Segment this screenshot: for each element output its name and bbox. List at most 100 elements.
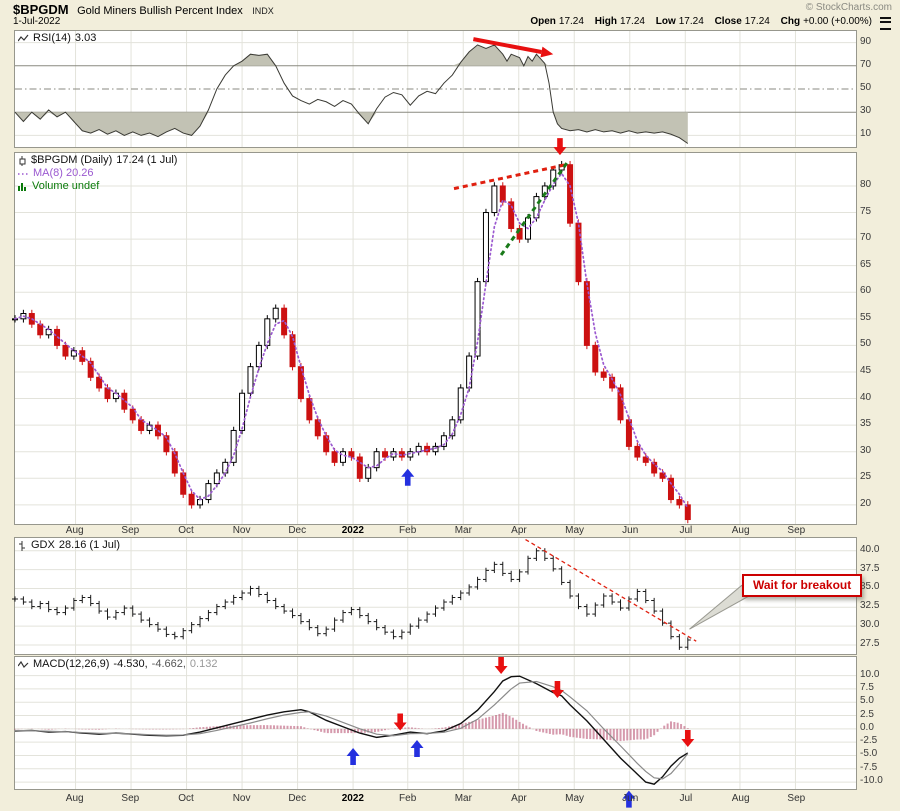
exchange-label: INDX [252, 6, 274, 16]
open-value: 17.24 [558, 16, 584, 27]
y-axis-label: 80 [860, 178, 872, 190]
y-axis-label: -7.5 [860, 761, 878, 773]
up-arrow-annotation [401, 468, 415, 486]
y-axis-label: 35.0 [860, 581, 880, 593]
y-axis-label: 40 [860, 391, 872, 403]
month-label: Jul [679, 793, 693, 804]
y-axis-label: 65 [860, 258, 872, 270]
ma-label: MA(8) 20.26 [33, 167, 94, 179]
macd-hist-value: 0.132 [189, 658, 218, 670]
close-label: Close [714, 16, 742, 27]
rsi-plot [14, 31, 856, 147]
gdx-plot [12, 538, 856, 654]
y-axis-label: 40.0 [860, 543, 880, 555]
down-arrow-annotation [393, 713, 407, 731]
rsi-panel: RSI(14) 3.03 [14, 30, 857, 148]
month-label: Feb [399, 525, 417, 536]
y-axis-label: 37.5 [860, 562, 880, 574]
month-label: Jun [622, 793, 639, 804]
indicator-line-icon [18, 34, 29, 43]
month-label: Sep [787, 525, 806, 536]
candlestick-icon [18, 155, 27, 166]
low-value: 17.24 [678, 16, 704, 27]
y-axis-label: 10.0 [860, 668, 880, 680]
y-axis-label: 25 [860, 471, 872, 483]
volume-label: Volume undef [32, 180, 100, 192]
volume-bars-icon [18, 182, 28, 191]
y-axis-label: -2.5 [860, 735, 878, 747]
y-axis-label: 45 [860, 364, 872, 376]
y-axis-label: 50 [860, 338, 872, 350]
rsi-value: 3.03 [74, 32, 97, 44]
chg-value: +0.00 (+0.00%) [803, 16, 872, 27]
price-y-axis: 80 75 70 65 60 55 50 45 40 35 30 25 20 [860, 152, 896, 525]
down-arrow-annotation [681, 729, 695, 747]
up-arrow-annotation [346, 748, 360, 766]
month-label: 2022 [341, 525, 364, 536]
macd-plot [14, 657, 856, 808]
ohlc-bars-icon [18, 540, 27, 551]
y-axis-label: 60 [860, 285, 872, 297]
macd-signal-value: -4.662, [151, 658, 186, 670]
month-label: Mar [454, 525, 472, 536]
chart-date: 1-Jul-2022 [13, 16, 61, 27]
rsi-label: RSI(14) [33, 32, 71, 44]
macd-y-axis: 10.0 7.5 5.0 2.5 0.0 -2.5 -5.0 -7.5 -10.0 [860, 656, 896, 790]
month-label: Dec [288, 793, 307, 804]
symbol: $BPGDM [13, 2, 69, 17]
main-plot [12, 138, 856, 524]
y-axis-label: 7.5 [860, 681, 874, 693]
month-label: Nov [232, 793, 251, 804]
down-arrow-annotation [494, 657, 508, 675]
y-axis-label: 27.5 [860, 637, 880, 649]
month-label: Jul [679, 525, 693, 536]
month-label: Dec [288, 525, 307, 536]
quote-row: Open 17.24 High 17.24 Low 17.24 Close 17.24 … [522, 16, 872, 27]
y-axis-label: 20 [860, 497, 872, 509]
month-label: Sep [121, 525, 140, 536]
month-label: Sep [787, 793, 806, 804]
open-label: Open [530, 16, 556, 27]
month-label: Apr [511, 793, 527, 804]
gdx-panel: GDX 28.16 (1 Jul) [12, 537, 857, 655]
macd-value: -4.530, [113, 658, 148, 670]
y-axis-label: 10 [860, 128, 872, 140]
rsi-y-axis: 90 70 50 30 10 [860, 30, 896, 148]
month-label: Aug [731, 525, 750, 536]
month-axis-upper: Aug Sep Oct Nov Dec 2022 Feb Mar Apr May Jun Jul Aug… [14, 525, 857, 539]
y-axis-label: 50 [860, 82, 872, 93]
up-arrow-annotation [622, 790, 636, 808]
ma-dotted-line-icon [18, 171, 29, 177]
y-axis-label: 30 [860, 105, 872, 117]
down-arrow-annotation [550, 680, 564, 698]
chart-menu-icon[interactable] [880, 17, 891, 30]
month-label: Feb [399, 793, 417, 804]
month-label: May [565, 525, 585, 536]
month-label: Aug [731, 793, 750, 804]
month-label: Aug [65, 525, 84, 536]
y-axis-label: 70 [860, 58, 872, 70]
y-axis-label: 30.0 [860, 619, 880, 631]
y-axis-label: 2.5 [860, 708, 874, 720]
month-label: Aug [65, 793, 84, 804]
y-axis-label: 32.5 [860, 600, 880, 612]
chg-label: Chg [780, 16, 801, 27]
up-arrow-annotation [410, 740, 424, 758]
main-last-value: 17.24 (1 Jul) [116, 154, 178, 166]
month-axis-lower: Aug Sep Oct Nov Dec 2022 Feb Mar Apr May Jun Jul Aug… [14, 793, 857, 807]
copyright: © StockCharts.com [805, 2, 892, 13]
y-axis-label: 90 [860, 35, 872, 47]
month-label: Oct [178, 525, 194, 536]
month-label: Apr [511, 525, 527, 536]
down-arrow-annotation [553, 138, 567, 156]
y-axis-label: 75 [860, 205, 872, 217]
month-label: Mar [454, 793, 472, 804]
month-label: Oct [178, 793, 194, 804]
month-label: Sep [121, 793, 140, 804]
gdx-label: GDX [31, 539, 55, 551]
month-label: May [565, 793, 585, 804]
y-axis-label: 5.0 [860, 695, 874, 707]
month-label: Nov [232, 525, 251, 536]
low-label: Low [655, 16, 676, 27]
gdx-value: 28.16 (1 Jul) [58, 539, 120, 551]
